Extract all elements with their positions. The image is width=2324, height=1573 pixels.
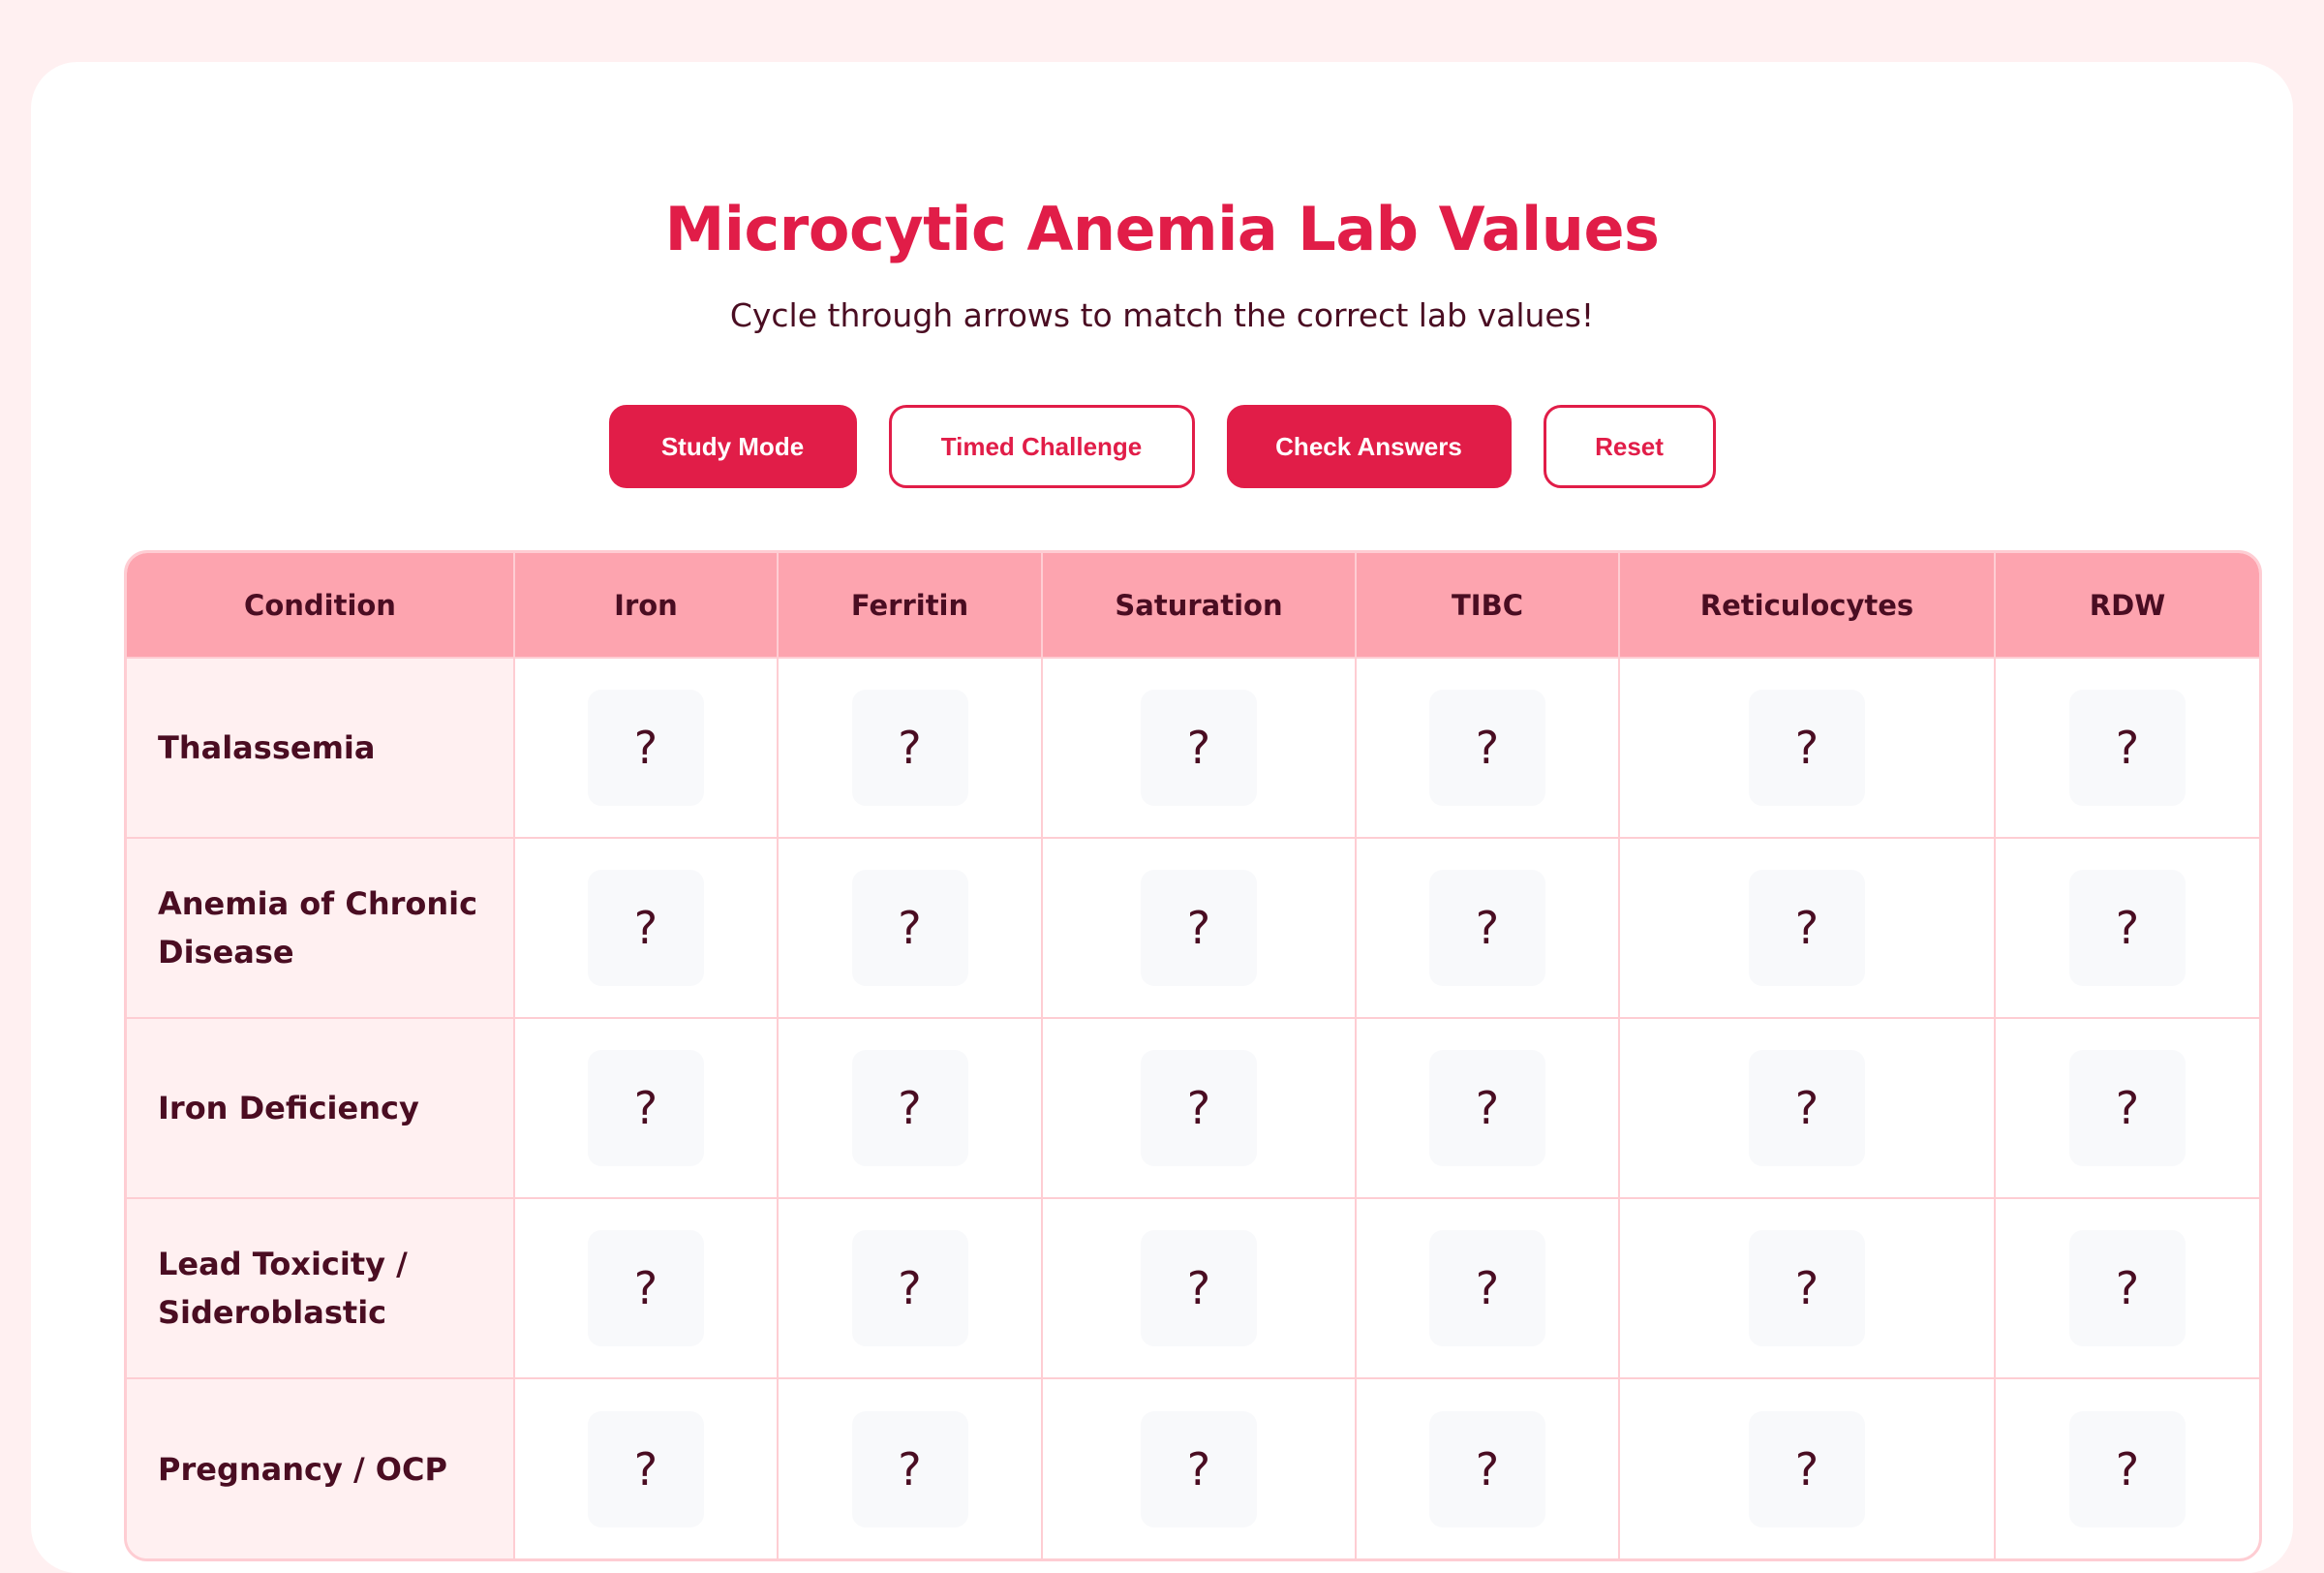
- column-header-iron: Iron: [514, 553, 779, 658]
- value-cell[interactable]: ?: [1141, 1050, 1257, 1166]
- value-cell[interactable]: ?: [851, 1230, 968, 1346]
- value-cell[interactable]: ?: [1429, 690, 1545, 806]
- value-cell[interactable]: ?: [2069, 690, 2186, 806]
- check-answers-button[interactable]: Check Answers: [1226, 405, 1512, 488]
- page-subtitle: Cycle through arrows to match the correc…: [729, 296, 1595, 334]
- value-cell[interactable]: ?: [1749, 870, 1865, 986]
- value-cell[interactable]: ?: [588, 1410, 704, 1527]
- value-cell[interactable]: ?: [1141, 690, 1257, 806]
- column-header-saturation: Saturation: [1042, 553, 1357, 658]
- condition-label: Thalassemia: [127, 657, 515, 838]
- value-cell[interactable]: ?: [1429, 870, 1545, 986]
- table-row: Pregnancy / OCP ? ? ? ? ? ?: [127, 1377, 2259, 1558]
- value-cell[interactable]: ?: [2069, 1050, 2186, 1166]
- value-cell[interactable]: ?: [2069, 1230, 2186, 1346]
- value-cell[interactable]: ?: [1141, 1230, 1257, 1346]
- table-header-row: Condition Iron Ferritin Saturation TIBC …: [127, 553, 2259, 658]
- value-cell[interactable]: ?: [1749, 690, 1865, 806]
- reset-button[interactable]: Reset: [1543, 405, 1716, 488]
- column-header-condition: Condition: [127, 553, 515, 658]
- column-header-rdw: RDW: [1995, 553, 2259, 658]
- value-cell[interactable]: ?: [1429, 1050, 1545, 1166]
- value-cell[interactable]: ?: [1141, 1410, 1257, 1527]
- value-cell[interactable]: ?: [1749, 1410, 1865, 1527]
- value-cell[interactable]: ?: [851, 1050, 968, 1166]
- page-title: Microcytic Anemia Lab Values: [664, 194, 1660, 264]
- value-cell[interactable]: ?: [588, 1230, 704, 1346]
- study-mode-button[interactable]: Study Mode: [608, 405, 857, 488]
- value-cell[interactable]: ?: [1429, 1230, 1545, 1346]
- value-cell[interactable]: ?: [1141, 870, 1257, 986]
- column-header-tibc: TIBC: [1356, 553, 1620, 658]
- value-cell[interactable]: ?: [851, 870, 968, 986]
- value-cell[interactable]: ?: [588, 1050, 704, 1166]
- value-cell[interactable]: ?: [2069, 870, 2186, 986]
- main-card: Microcytic Anemia Lab Values Cycle throu…: [31, 62, 2293, 1573]
- mode-toolbar: Study Mode Timed Challenge Check Answers…: [31, 405, 2293, 488]
- condition-label: Pregnancy / OCP: [127, 1377, 515, 1558]
- timed-challenge-button[interactable]: Timed Challenge: [888, 405, 1195, 488]
- table-row: Thalassemia ? ? ? ? ? ?: [127, 657, 2259, 838]
- value-cell[interactable]: ?: [851, 1410, 968, 1527]
- table-row: Anemia of Chronic Disease ? ? ? ? ? ?: [127, 837, 2259, 1018]
- condition-label: Anemia of Chronic Disease: [127, 837, 515, 1018]
- value-cell[interactable]: ?: [2069, 1410, 2186, 1527]
- value-cell[interactable]: ?: [1749, 1050, 1865, 1166]
- value-cell[interactable]: ?: [588, 690, 704, 806]
- table-row: Iron Deficiency ? ? ? ? ? ?: [127, 1017, 2259, 1198]
- value-cell[interactable]: ?: [1749, 1230, 1865, 1346]
- value-cell[interactable]: ?: [1429, 1410, 1545, 1527]
- value-cell[interactable]: ?: [851, 690, 968, 806]
- lab-values-table: Condition Iron Ferritin Saturation TIBC …: [124, 550, 2262, 1561]
- table-row: Lead Toxicity / Sideroblastic ? ? ? ? ? …: [127, 1197, 2259, 1378]
- condition-label: Lead Toxicity / Sideroblastic: [127, 1197, 515, 1378]
- condition-label: Iron Deficiency: [127, 1017, 515, 1198]
- column-header-ferritin: Ferritin: [778, 553, 1043, 658]
- column-header-reticulocytes: Reticulocytes: [1619, 553, 1996, 658]
- value-cell[interactable]: ?: [588, 870, 704, 986]
